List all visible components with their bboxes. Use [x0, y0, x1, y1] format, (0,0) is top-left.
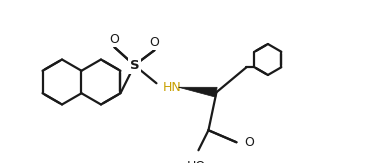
Text: S: S — [129, 59, 139, 72]
Text: O: O — [110, 33, 120, 46]
Text: HN: HN — [162, 81, 181, 94]
Text: HO: HO — [187, 160, 206, 163]
Polygon shape — [178, 87, 217, 97]
Text: O: O — [149, 36, 159, 49]
Text: O: O — [244, 136, 254, 149]
